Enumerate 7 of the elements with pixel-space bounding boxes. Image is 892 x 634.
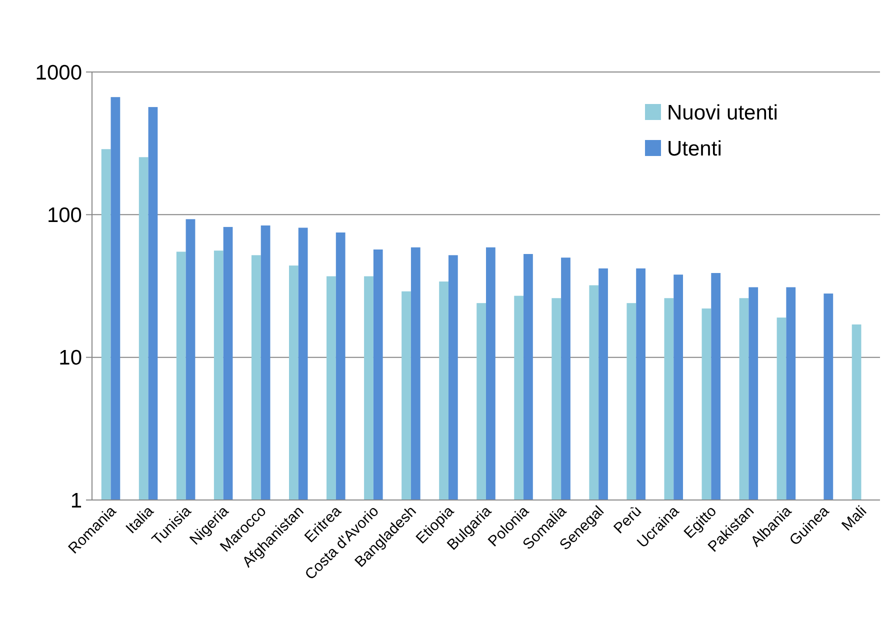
y-tick-label: 10: [58, 346, 82, 370]
x-tick-label: Mali: [838, 502, 870, 534]
y-tick-label: 100: [46, 204, 82, 228]
legend-label: Nuovi utenti: [667, 101, 778, 124]
y-tick-label: 1: [70, 489, 82, 512]
y-tick-label: 1000: [35, 61, 82, 84]
legend-label: Utenti: [667, 137, 722, 160]
